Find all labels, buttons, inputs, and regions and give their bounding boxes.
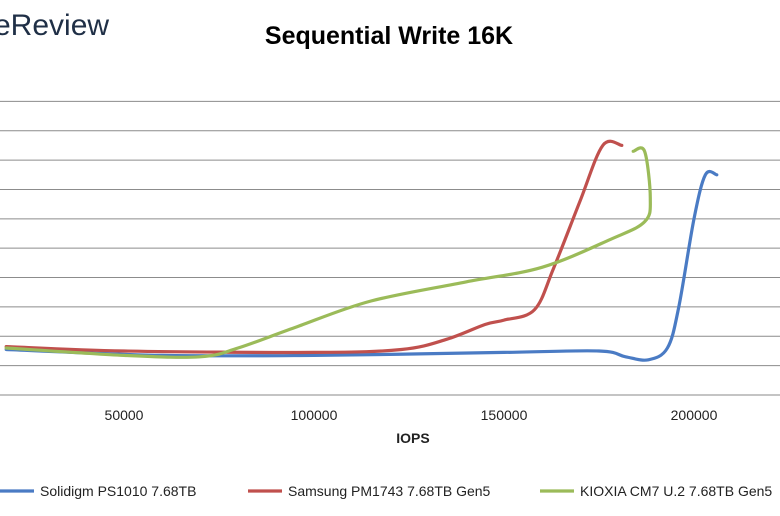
legend-label-1: Solidigm PS1010 7.68TB [40,483,196,499]
chart-title: Sequential Write 16K [265,22,513,50]
legend-label-2: Samsung PM1743 7.68TB Gen5 [288,483,491,499]
series-lines [4,139,719,362]
gridlines [0,100,780,367]
x-tick-labels: 50000 100000 150000 200000 [105,407,718,423]
x-tick-label: 50000 [105,407,144,423]
x-tick-label: 150000 [481,407,528,423]
x-tick-label: 100000 [291,407,338,423]
series-line-1 [4,169,719,362]
series-line-3 [4,146,652,359]
brand-logo-text: eReview [0,9,109,42]
legend: Solidigm PS1010 7.68TB Samsung PM1743 7.6… [0,483,772,499]
x-axis-title: IOPS [396,430,429,446]
series-line-2 [4,139,624,355]
x-tick-label: 200000 [671,407,718,423]
legend-label-3: KIOXIA CM7 U.2 7.68TB Gen5 [580,483,772,499]
